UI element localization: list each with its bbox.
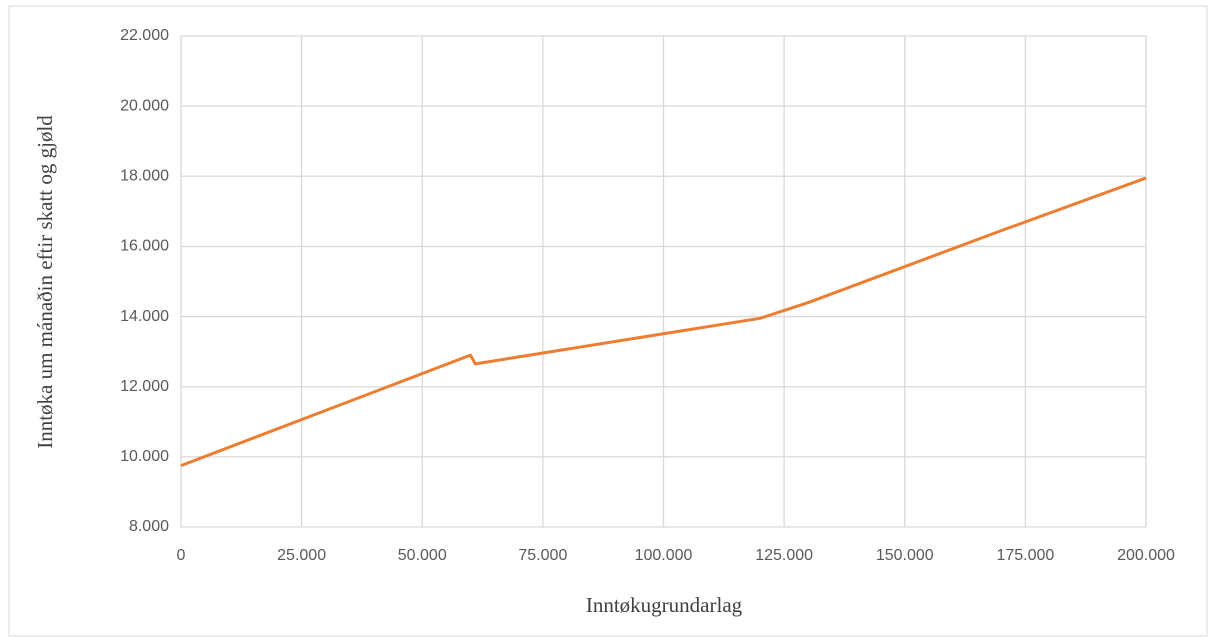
x-tick-label: 75.000: [518, 547, 567, 564]
y-axis-title: Inntøka um mánaðin eftir skatt og gjøld: [33, 115, 57, 449]
x-tick-label: 150.000: [876, 547, 934, 564]
chart-frame: [8, 5, 1208, 637]
x-axis-title: Inntøkugrundarlag: [586, 593, 743, 617]
y-tick-label: 22.000: [120, 27, 169, 44]
y-tick-label: 10.000: [120, 448, 169, 465]
x-tick-label: 25.000: [277, 547, 326, 564]
x-tick-label: 175.000: [996, 547, 1054, 564]
x-tick-label: 125.000: [755, 547, 813, 564]
y-tick-label: 16.000: [120, 238, 169, 255]
x-tick-label: 50.000: [398, 547, 447, 564]
y-tick-label: 12.000: [120, 378, 169, 395]
x-tick-label: 0: [177, 547, 186, 564]
x-tick-label: 200.000: [1117, 547, 1175, 564]
y-tick-label: 14.000: [120, 308, 169, 325]
y-tick-label: 8.000: [129, 518, 169, 535]
y-tick-label: 18.000: [120, 168, 169, 185]
data-line: [180, 176, 1147, 468]
y-tick-label: 20.000: [120, 97, 169, 114]
x-tick-label: 100.000: [635, 547, 693, 564]
